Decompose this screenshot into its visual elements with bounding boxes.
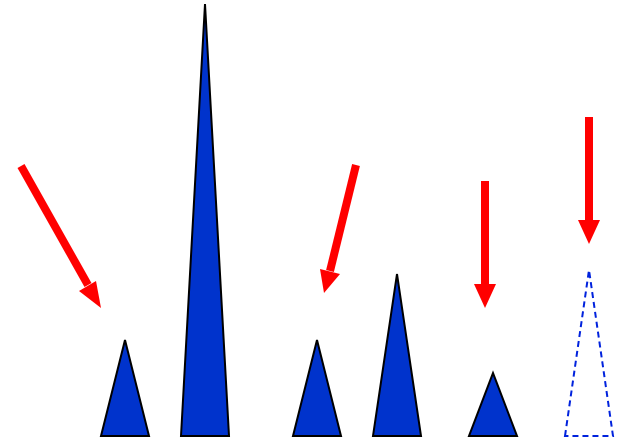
arrow-diagonal-left-head: [79, 281, 101, 308]
triangle-short-2: [291, 339, 343, 437]
arrow-vertical-right-head: [474, 284, 496, 308]
triangle-dashed-outline: [563, 269, 615, 437]
arrow-diagonal-middle: [326, 164, 360, 272]
arrow-diagonal-left: [17, 164, 92, 287]
arrow-diagonal-middle-head: [320, 269, 340, 293]
triangle-small: [467, 370, 519, 437]
triangle-medium: [371, 273, 423, 437]
triangle-short-1: [99, 339, 151, 437]
arrow-vertical-far-right-head: [578, 220, 600, 244]
triangle-tall: [179, 3, 231, 437]
